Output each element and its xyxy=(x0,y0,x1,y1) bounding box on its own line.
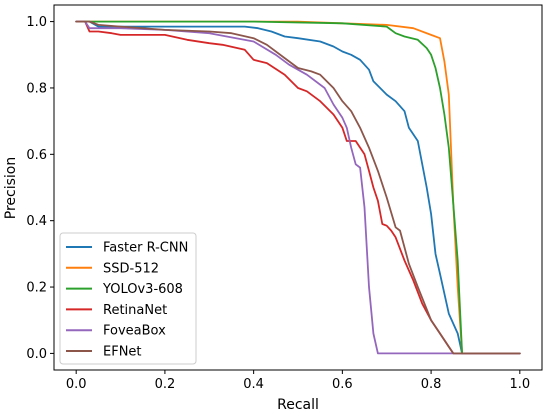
legend-label: Faster R-CNN xyxy=(103,241,188,256)
plot-frame xyxy=(53,4,543,371)
y-tick-label: 0.6 xyxy=(26,148,47,163)
series-line-efnet xyxy=(75,20,521,355)
legend-label: YOLOv3-608 xyxy=(102,282,183,297)
x-tick-label: 0.0 xyxy=(66,377,87,392)
x-tick-label: 0.2 xyxy=(155,377,176,392)
x-tick-label: 0.4 xyxy=(243,377,264,392)
legend-label: EFNet xyxy=(103,345,142,360)
legend-label: FoveaBox xyxy=(103,324,166,339)
legend-entries: Faster R-CNN SSD-512 YOLOv3-608 RetinaNet Fo… xyxy=(66,241,188,360)
series-layer xyxy=(75,20,521,355)
x-tick-label: 1.0 xyxy=(509,377,530,392)
legend-box xyxy=(59,232,197,365)
x-axis-label: Recall xyxy=(277,397,319,413)
legend-label: RetinaNet xyxy=(103,303,167,318)
y-axis-label: Precision xyxy=(3,157,19,219)
y-tick-label: 0.8 xyxy=(26,81,47,96)
legend: Faster R-CNN SSD-512 YOLOv3-608 RetinaNet Fo… xyxy=(59,232,197,365)
x-axis-ticks: 0.0 0.2 0.4 0.6 0.8 1.0 xyxy=(66,370,530,392)
x-tick-label: 0.8 xyxy=(421,377,442,392)
y-tick-label: 0.0 xyxy=(26,347,47,362)
y-tick-label: 0.4 xyxy=(26,214,47,229)
legend-label: SSD-512 xyxy=(103,261,159,276)
x-tick-label: 0.6 xyxy=(332,377,353,392)
series-line-yolov3-608 xyxy=(75,20,521,355)
y-tick-label: 0.2 xyxy=(26,281,47,296)
series-line-faster-r-cnn xyxy=(75,20,521,355)
y-axis-ticks: 0.0 0.2 0.4 0.6 0.8 1.0 xyxy=(26,15,54,362)
y-tick-label: 1.0 xyxy=(26,15,47,30)
series-line-retinanet xyxy=(75,20,521,355)
